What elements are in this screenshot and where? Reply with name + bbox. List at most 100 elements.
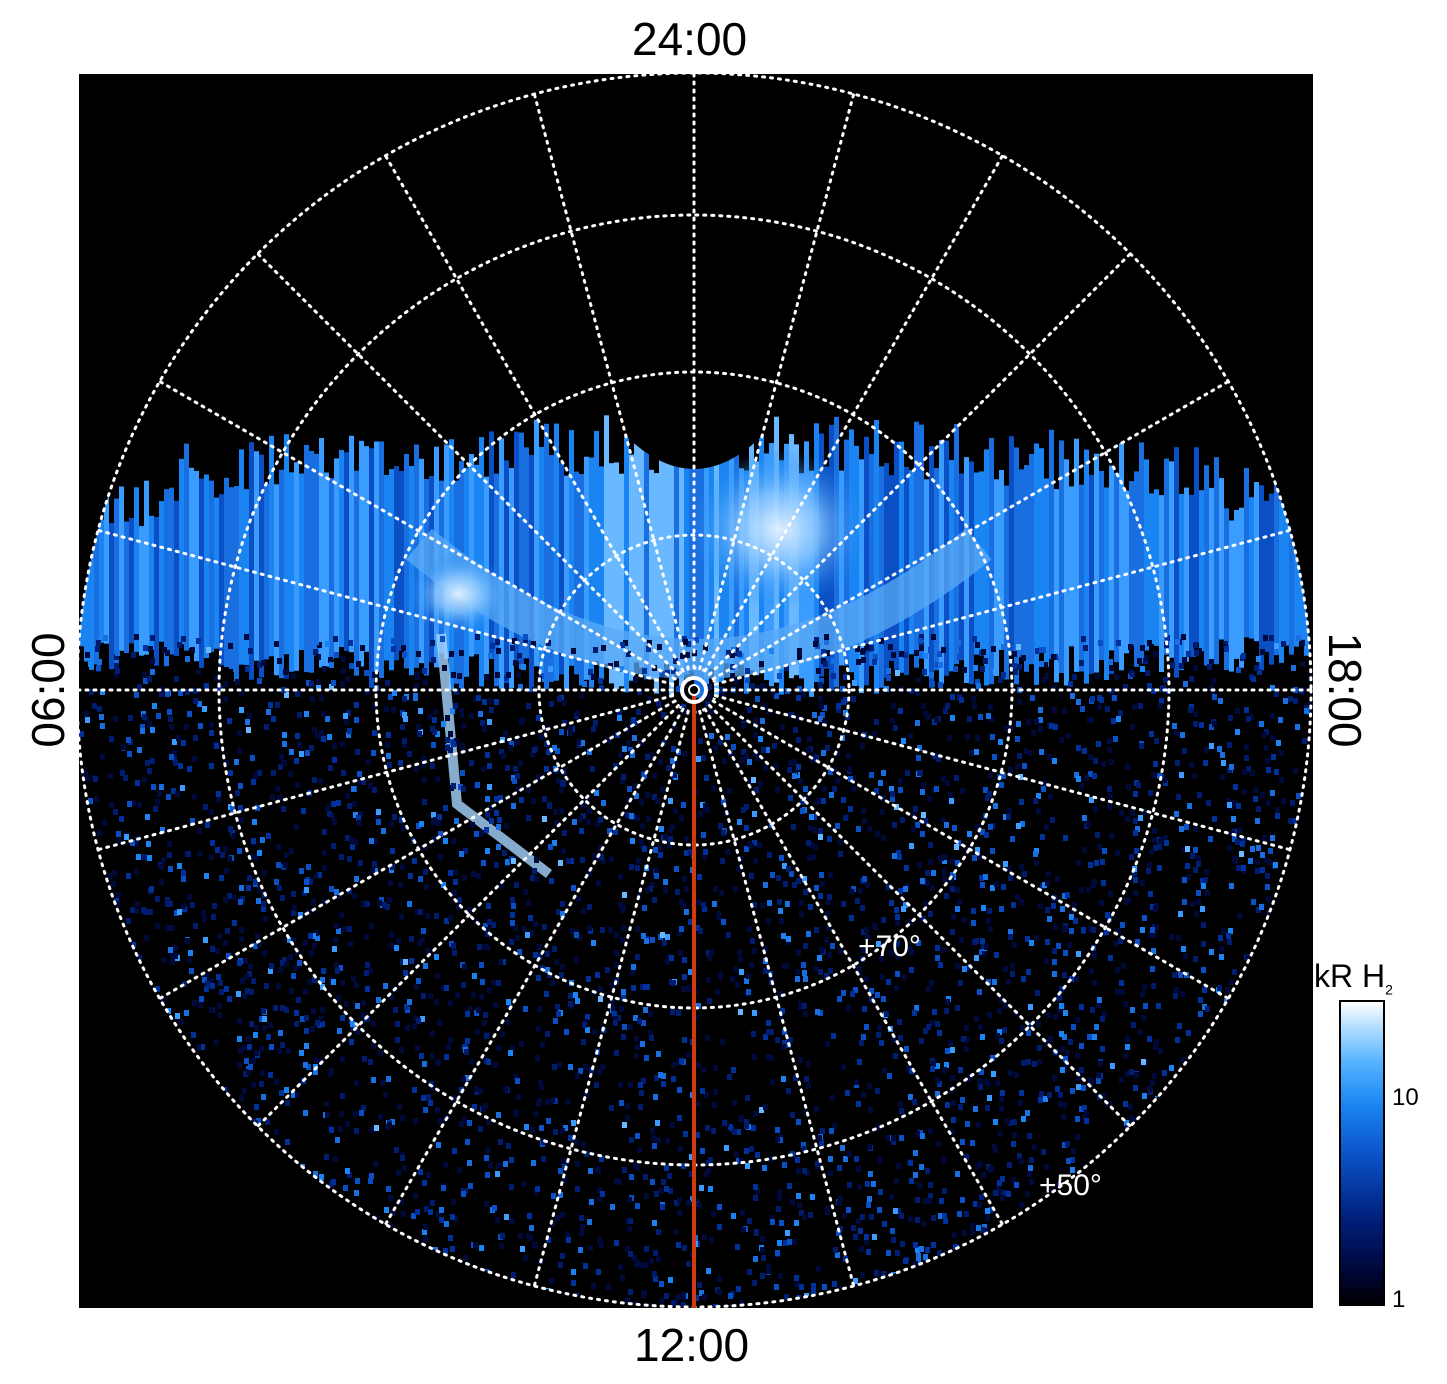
noise-pixel: [390, 1119, 395, 1125]
noise-pixel: [561, 848, 566, 854]
noise-pixel: [958, 1067, 963, 1073]
noise-pixel: [1094, 1024, 1099, 1030]
noise-pixel: [587, 808, 592, 814]
noise-pixel: [361, 901, 366, 907]
noise-pixel: [803, 786, 808, 792]
auroral-band-streak: [324, 472, 329, 667]
noise-pixel: [620, 937, 625, 943]
noise-pixel: [331, 680, 336, 686]
noise-pixel: [1015, 736, 1020, 742]
noise-pixel: [409, 936, 414, 942]
noise-pixel: [504, 1214, 509, 1220]
noise-pixel: [732, 1129, 737, 1135]
noise-pixel: [301, 808, 306, 814]
noise-pixel: [189, 968, 194, 974]
auroral-band-streak: [1079, 484, 1084, 672]
noise-pixel: [765, 747, 770, 753]
noise-pixel: [483, 1012, 488, 1018]
noise-pixel: [770, 1219, 775, 1225]
noise-pixel: [294, 758, 299, 764]
noise-pixel: [136, 854, 141, 860]
noise-pixel: [868, 1171, 873, 1177]
noise-pixel: [755, 1152, 760, 1158]
noise-pixel: [217, 1003, 222, 1009]
noise-pixel: [310, 1026, 315, 1032]
noise-pixel: [453, 1216, 458, 1222]
noise-pixel: [652, 773, 657, 779]
noise-pixel: [1230, 830, 1235, 836]
noise-pixel: [1035, 648, 1040, 654]
noise-pixel: [297, 742, 302, 748]
noise-pixel: [1163, 677, 1168, 683]
noise-pixel: [919, 634, 924, 640]
noise-pixel: [809, 842, 814, 848]
noise-pixel: [989, 716, 994, 722]
auroral-band-streak: [284, 434, 289, 655]
noise-pixel: [1178, 911, 1183, 917]
noise-pixel: [633, 783, 638, 789]
noise-pixel: [477, 831, 482, 837]
auroral-band-streak: [94, 521, 99, 665]
noise-pixel: [725, 734, 730, 740]
noise-pixel: [444, 918, 449, 924]
noise-pixel: [752, 840, 757, 846]
noise-pixel: [336, 800, 341, 806]
noise-pixel: [825, 1041, 830, 1047]
noise-pixel: [659, 826, 664, 832]
noise-pixel: [303, 989, 308, 995]
noise-pixel: [228, 643, 233, 649]
noise-pixel: [216, 791, 221, 797]
noise-pixel: [629, 864, 634, 870]
noise-pixel: [196, 1044, 201, 1050]
noise-pixel: [1107, 786, 1112, 792]
noise-pixel: [950, 715, 955, 721]
noise-pixel: [686, 1200, 691, 1206]
noise-pixel: [668, 798, 673, 804]
noise-pixel: [746, 973, 751, 979]
auroral-band-streak: [919, 424, 924, 659]
noise-pixel: [593, 647, 598, 653]
noise-pixel: [1025, 1110, 1030, 1116]
noise-pixel: [441, 1185, 446, 1191]
noise-pixel: [187, 766, 192, 772]
noise-pixel: [1302, 738, 1307, 744]
noise-pixel: [538, 1080, 543, 1086]
noise-pixel: [1029, 940, 1034, 946]
noise-pixel: [950, 929, 955, 935]
noise-pixel: [462, 964, 467, 970]
noise-pixel: [894, 804, 899, 810]
noise-pixel: [1038, 1097, 1043, 1103]
noise-pixel: [193, 698, 198, 704]
noise-pixel: [175, 1013, 180, 1019]
noise-pixel: [706, 1268, 711, 1274]
noise-pixel: [722, 1120, 727, 1126]
noise-pixel: [885, 1135, 890, 1141]
noise-pixel: [767, 900, 772, 906]
noise-pixel: [197, 701, 202, 707]
noise-pixel: [1030, 695, 1035, 701]
auroral-band-streak: [1124, 490, 1129, 654]
noise-pixel: [97, 706, 102, 712]
noise-pixel: [941, 1157, 946, 1163]
noise-pixel: [1265, 884, 1270, 890]
noise-pixel: [783, 881, 788, 887]
noise-pixel: [800, 808, 805, 814]
noise-pixel: [451, 943, 456, 949]
noise-pixel: [338, 1126, 343, 1132]
noise-pixel: [329, 662, 334, 668]
noise-pixel: [1212, 694, 1217, 700]
noise-pixel: [135, 901, 140, 907]
noise-pixel: [629, 1137, 634, 1143]
meridian-line: [158, 699, 677, 1000]
noise-pixel: [598, 996, 603, 1002]
noise-pixel: [159, 879, 164, 885]
noise-pixel: [1027, 750, 1032, 756]
noise-pixel: [255, 933, 260, 939]
noise-pixel: [560, 911, 565, 917]
noise-pixel: [890, 718, 895, 724]
noise-pixel: [96, 665, 101, 671]
noise-pixel: [945, 1048, 950, 1054]
noise-pixel: [482, 699, 487, 705]
noise-pixel: [915, 720, 920, 726]
noise-pixel: [1260, 852, 1265, 858]
